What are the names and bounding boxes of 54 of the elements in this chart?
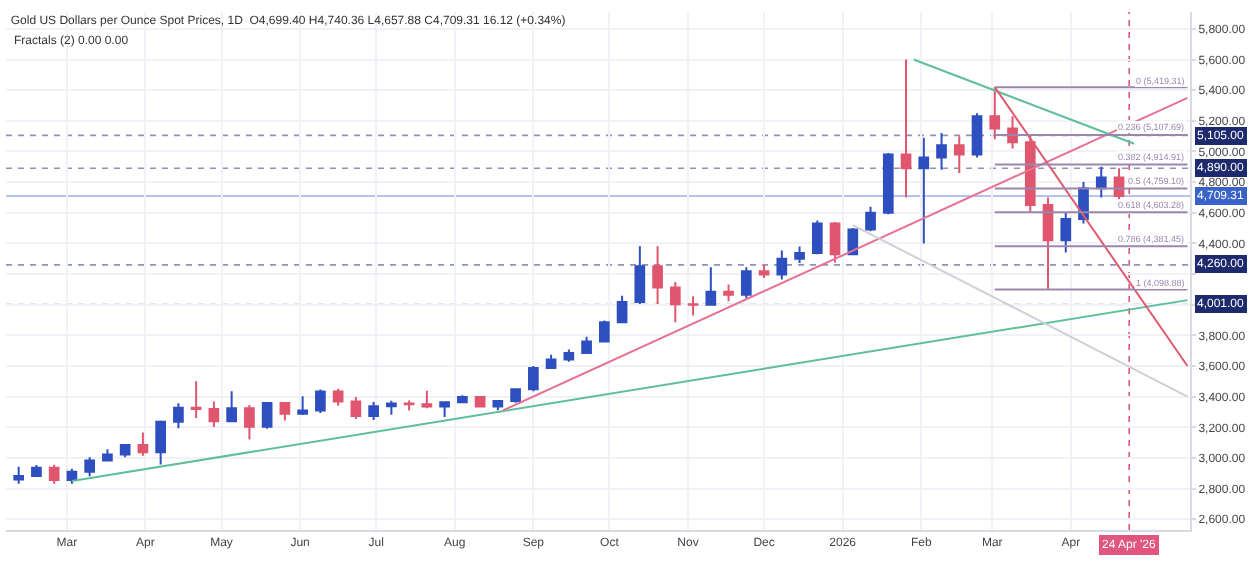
candlestick bbox=[918, 136, 930, 245]
candlestick bbox=[84, 456, 96, 478]
candlestick bbox=[723, 283, 734, 303]
candlestick bbox=[13, 465, 25, 485]
candlestick bbox=[368, 401, 379, 422]
candlestick bbox=[865, 205, 876, 233]
candlestick bbox=[971, 112, 983, 159]
candlestick bbox=[244, 404, 255, 441]
candlestick bbox=[155, 419, 166, 466]
candlestick bbox=[173, 402, 184, 430]
candlestick bbox=[439, 401, 450, 418]
candlestick bbox=[758, 263, 770, 279]
candlestick bbox=[1095, 165, 1107, 199]
candlestick bbox=[652, 245, 663, 306]
candlestick bbox=[1042, 196, 1054, 291]
candlestick bbox=[261, 400, 273, 430]
candlestick bbox=[31, 464, 42, 478]
candlestick bbox=[190, 380, 202, 420]
candlestick bbox=[102, 448, 113, 462]
candlestick bbox=[528, 365, 539, 393]
candlestick bbox=[1060, 211, 1072, 254]
candlestick bbox=[669, 281, 681, 324]
candlestick bbox=[599, 319, 610, 343]
candlestick bbox=[581, 335, 592, 354]
candlestick bbox=[687, 295, 699, 317]
candlestick bbox=[776, 249, 788, 281]
candlestick bbox=[315, 388, 326, 415]
candlestick bbox=[829, 220, 841, 264]
candlestick bbox=[811, 219, 823, 256]
candlestick bbox=[510, 387, 521, 404]
candlestick bbox=[48, 463, 60, 485]
candlestick bbox=[332, 387, 344, 407]
candlestick bbox=[936, 132, 947, 171]
candlestick bbox=[297, 395, 308, 417]
candlestick bbox=[740, 266, 752, 300]
candlestick bbox=[208, 400, 220, 429]
candlestick bbox=[794, 245, 805, 265]
candlestick bbox=[350, 395, 362, 420]
candlestick bbox=[545, 353, 557, 370]
candlestick bbox=[386, 399, 397, 416]
candlestick bbox=[882, 152, 894, 216]
candlestick bbox=[119, 443, 131, 459]
candlestick bbox=[279, 401, 291, 422]
candlestick bbox=[900, 58, 912, 199]
candlestick bbox=[847, 227, 859, 256]
candlestick bbox=[421, 389, 433, 410]
candlestick bbox=[457, 394, 468, 405]
candlestick bbox=[634, 245, 646, 306]
candlestick bbox=[1007, 115, 1018, 150]
candlestick bbox=[137, 431, 149, 457]
candlestick bbox=[226, 390, 237, 423]
candlestick bbox=[953, 135, 965, 174]
candlestick bbox=[705, 266, 717, 307]
candlestick bbox=[616, 294, 628, 324]
